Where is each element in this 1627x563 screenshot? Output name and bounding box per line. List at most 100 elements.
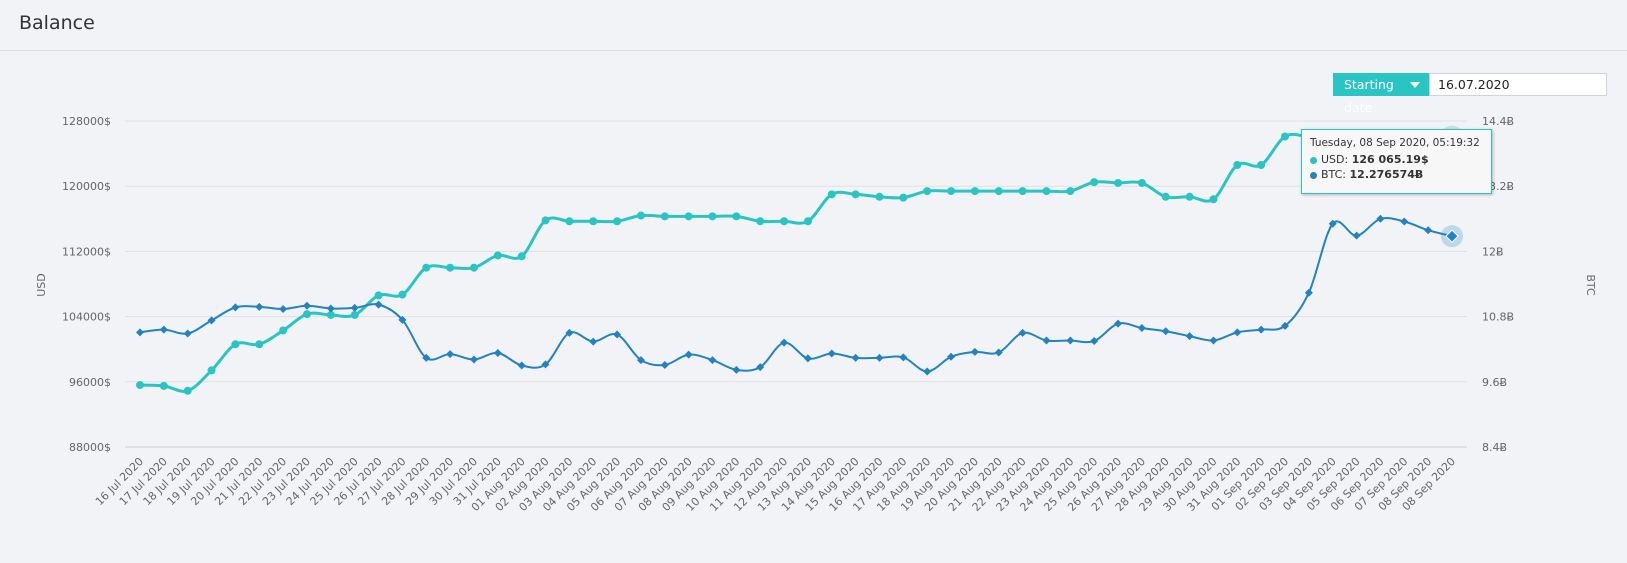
data-point-usd[interactable]: [255, 340, 264, 349]
data-point-btc[interactable]: [136, 328, 144, 337]
data-point-btc[interactable]: [1445, 229, 1459, 243]
data-point-usd[interactable]: [732, 212, 741, 221]
data-point-btc[interactable]: [1352, 231, 1361, 240]
data-point-btc[interactable]: [589, 337, 598, 346]
data-point-btc[interactable]: [660, 360, 669, 369]
data-point-btc[interactable]: [970, 347, 979, 356]
data-point-usd[interactable]: [231, 340, 240, 349]
data-point-usd[interactable]: [994, 187, 1003, 196]
data-point-usd[interactable]: [827, 190, 836, 199]
data-point-btc[interactable]: [1042, 336, 1051, 345]
data-point-usd[interactable]: [493, 251, 502, 260]
data-point-btc[interactable]: [1161, 327, 1170, 336]
data-point-btc[interactable]: [923, 367, 932, 376]
data-point-usd[interactable]: [1042, 187, 1051, 196]
data-point-usd[interactable]: [1090, 178, 1099, 187]
data-point-btc[interactable]: [732, 365, 741, 374]
data-point-usd[interactable]: [279, 326, 288, 335]
data-point-usd[interactable]: [684, 212, 693, 221]
data-point-btc[interactable]: [947, 352, 956, 361]
data-point-usd[interactable]: [899, 193, 908, 202]
data-point-btc[interactable]: [1209, 336, 1218, 345]
data-point-btc[interactable]: [350, 303, 359, 312]
data-point-usd[interactable]: [302, 310, 311, 319]
data-point-usd[interactable]: [875, 192, 884, 201]
data-point-usd[interactable]: [1281, 132, 1290, 141]
data-point-usd[interactable]: [923, 187, 932, 196]
starting-date-button[interactable]: Starting date: [1333, 73, 1429, 115]
data-point-btc[interactable]: [1114, 319, 1123, 328]
data-point-btc[interactable]: [1281, 321, 1290, 330]
data-point-usd[interactable]: [589, 217, 598, 226]
data-point-usd[interactable]: [207, 366, 216, 375]
data-point-btc[interactable]: [302, 301, 311, 310]
data-point-usd[interactable]: [1137, 178, 1146, 187]
data-point-btc[interactable]: [159, 325, 168, 334]
data-point-btc[interactable]: [422, 353, 431, 362]
data-point-usd[interactable]: [517, 252, 526, 261]
data-point-btc[interactable]: [1018, 328, 1027, 337]
data-point-btc[interactable]: [756, 363, 765, 372]
data-point-usd[interactable]: [1114, 178, 1123, 187]
data-point-usd[interactable]: [136, 381, 144, 390]
data-point-usd[interactable]: [541, 216, 550, 225]
data-point-btc[interactable]: [613, 330, 622, 339]
data-point-usd[interactable]: [1018, 187, 1027, 196]
data-point-usd[interactable]: [803, 217, 812, 226]
data-point-btc[interactable]: [994, 348, 1003, 357]
data-point-usd[interactable]: [1257, 161, 1266, 170]
data-point-btc[interactable]: [1376, 214, 1385, 223]
data-point-btc[interactable]: [684, 350, 693, 359]
data-point-btc[interactable]: [1257, 325, 1266, 334]
data-point-btc[interactable]: [875, 353, 884, 362]
data-point-btc[interactable]: [1400, 217, 1409, 226]
data-point-btc[interactable]: [517, 361, 526, 370]
data-point-btc[interactable]: [231, 303, 240, 312]
data-point-usd[interactable]: [756, 217, 765, 226]
data-point-btc[interactable]: [541, 360, 550, 369]
data-point-btc[interactable]: [780, 338, 789, 347]
data-point-btc[interactable]: [1066, 336, 1075, 345]
data-point-usd[interactable]: [613, 217, 622, 226]
data-point-usd[interactable]: [446, 263, 455, 272]
data-point-usd[interactable]: [1185, 192, 1194, 201]
data-point-btc[interactable]: [398, 315, 407, 324]
data-point-btc[interactable]: [446, 350, 455, 359]
data-point-btc[interactable]: [255, 302, 264, 311]
data-point-btc[interactable]: [1137, 324, 1146, 333]
data-point-usd[interactable]: [183, 386, 192, 395]
data-point-usd[interactable]: [159, 381, 168, 390]
data-point-usd[interactable]: [660, 212, 669, 221]
data-point-btc[interactable]: [1304, 288, 1313, 297]
starting-date-input[interactable]: [1429, 73, 1607, 96]
data-point-usd[interactable]: [422, 263, 431, 272]
data-point-btc[interactable]: [1090, 337, 1099, 346]
data-point-btc[interactable]: [469, 355, 478, 364]
data-point-usd[interactable]: [636, 211, 645, 220]
data-point-usd[interactable]: [1233, 161, 1242, 170]
data-point-btc[interactable]: [207, 316, 216, 325]
data-point-usd[interactable]: [708, 212, 717, 221]
data-point-usd[interactable]: [970, 187, 979, 196]
data-point-btc[interactable]: [1185, 332, 1194, 341]
data-point-btc[interactable]: [899, 353, 908, 362]
data-point-btc[interactable]: [326, 304, 335, 313]
data-point-btc[interactable]: [279, 304, 288, 313]
data-point-btc[interactable]: [374, 300, 383, 309]
data-point-btc[interactable]: [708, 356, 717, 365]
data-point-usd[interactable]: [851, 190, 860, 199]
data-point-usd[interactable]: [1066, 187, 1075, 196]
data-point-usd[interactable]: [1161, 192, 1170, 201]
data-point-btc[interactable]: [183, 329, 192, 338]
data-point-usd[interactable]: [947, 187, 956, 196]
data-point-usd[interactable]: [350, 310, 359, 319]
data-point-usd[interactable]: [565, 217, 574, 226]
data-point-btc[interactable]: [827, 349, 836, 358]
data-point-btc[interactable]: [1233, 328, 1242, 337]
data-point-usd[interactable]: [326, 310, 335, 319]
data-point-btc[interactable]: [851, 353, 860, 362]
data-point-btc[interactable]: [1424, 226, 1433, 235]
data-point-btc[interactable]: [565, 328, 574, 337]
data-point-usd[interactable]: [374, 291, 383, 300]
data-point-btc[interactable]: [493, 349, 502, 358]
